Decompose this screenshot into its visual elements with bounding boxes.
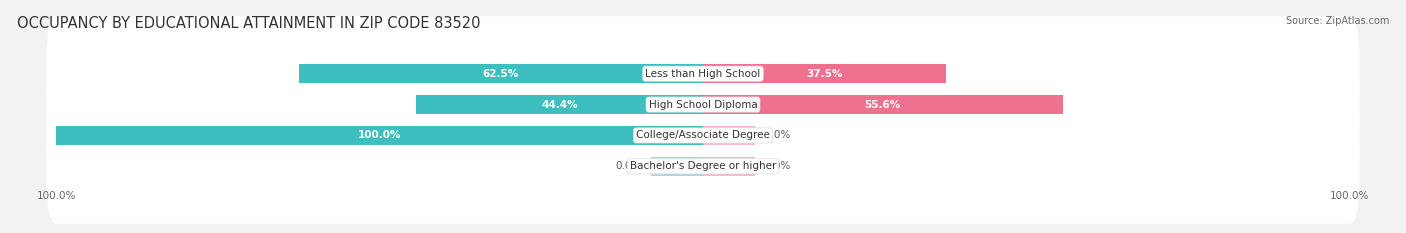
FancyBboxPatch shape — [46, 109, 1360, 224]
FancyBboxPatch shape — [46, 16, 1360, 131]
Bar — [416, 95, 703, 114]
Text: 100.0%: 100.0% — [359, 130, 401, 140]
Bar — [298, 64, 703, 83]
Text: Bachelor's Degree or higher: Bachelor's Degree or higher — [630, 161, 776, 171]
Text: 55.6%: 55.6% — [865, 99, 901, 110]
Bar — [703, 157, 755, 176]
Bar — [651, 157, 703, 176]
Text: 0.0%: 0.0% — [616, 161, 641, 171]
FancyBboxPatch shape — [46, 78, 1360, 193]
Text: High School Diploma: High School Diploma — [648, 99, 758, 110]
Bar — [703, 126, 755, 145]
Bar — [703, 95, 1063, 114]
Text: 44.4%: 44.4% — [541, 99, 578, 110]
Bar — [56, 126, 703, 145]
Text: 37.5%: 37.5% — [806, 69, 842, 79]
Text: 62.5%: 62.5% — [482, 69, 519, 79]
Text: Source: ZipAtlas.com: Source: ZipAtlas.com — [1285, 16, 1389, 26]
FancyBboxPatch shape — [46, 47, 1360, 162]
Text: OCCUPANCY BY EDUCATIONAL ATTAINMENT IN ZIP CODE 83520: OCCUPANCY BY EDUCATIONAL ATTAINMENT IN Z… — [17, 16, 481, 31]
Text: 0.0%: 0.0% — [765, 130, 790, 140]
Bar — [703, 64, 945, 83]
Text: College/Associate Degree: College/Associate Degree — [636, 130, 770, 140]
Text: Less than High School: Less than High School — [645, 69, 761, 79]
Text: 0.0%: 0.0% — [765, 161, 790, 171]
